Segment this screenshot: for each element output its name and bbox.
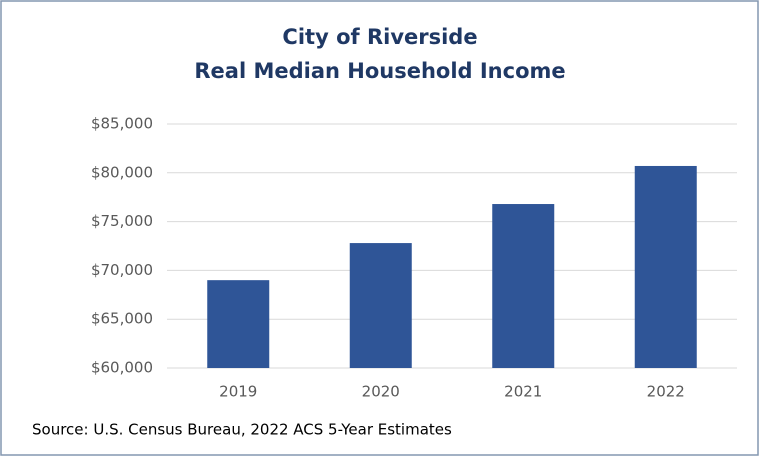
- x-tick-label: 2019: [219, 383, 257, 401]
- bar: [207, 280, 270, 368]
- y-tick-label: $70,000: [91, 261, 153, 279]
- y-tick-label: $65,000: [91, 310, 153, 328]
- chart-title: City of Riverside: [282, 25, 477, 49]
- x-tick-label: 2022: [647, 383, 685, 401]
- y-tick-label: $80,000: [91, 163, 153, 181]
- chart-subtitle: Real Median Household Income: [194, 59, 565, 83]
- y-tick-label: $85,000: [91, 115, 153, 133]
- source-note: Source: U.S. Census Bureau, 2022 ACS 5-Y…: [32, 421, 452, 439]
- x-tick-label: 2021: [504, 383, 542, 401]
- x-tick-label: 2020: [362, 383, 400, 401]
- y-tick-label: $60,000: [91, 359, 153, 377]
- bar: [492, 204, 555, 368]
- bar: [634, 165, 697, 368]
- bar: [349, 243, 412, 368]
- y-tick-label: $75,000: [91, 212, 153, 230]
